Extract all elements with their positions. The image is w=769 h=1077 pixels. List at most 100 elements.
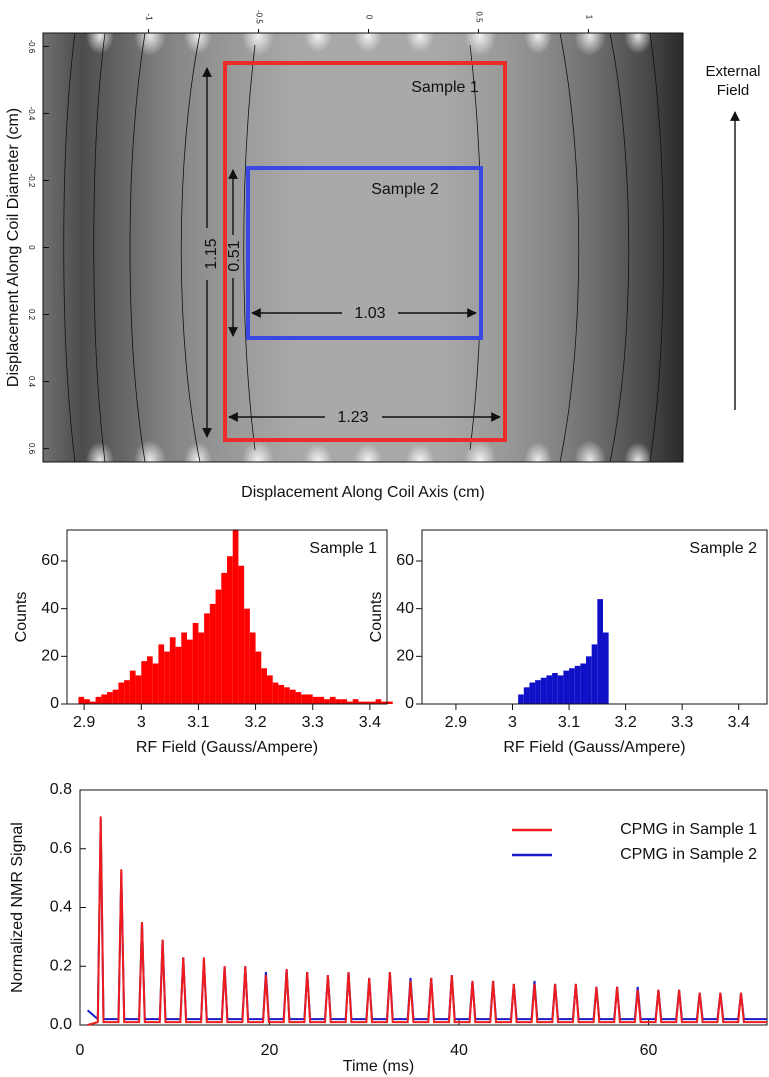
histogram-bar [204, 613, 210, 704]
histogram-bar [569, 668, 575, 704]
histogram-bar [89, 701, 96, 704]
y-tick-label: 40 [41, 600, 59, 617]
histogram-bar [227, 556, 233, 704]
histogram-bar [84, 699, 90, 704]
histogram-bar [147, 656, 153, 704]
histogram-bar [135, 675, 142, 704]
annotation: 1.15 [203, 238, 220, 269]
histogram-bar [215, 589, 222, 704]
histogram-bar [324, 699, 330, 704]
y-axis-label: Normalized NMR Signal [9, 822, 26, 993]
x-tick-label: 3.2 [614, 714, 636, 731]
sample-boxes [223, 61, 507, 442]
histogram-bar [352, 699, 359, 704]
histogram-bar [301, 694, 307, 704]
dimension-arrows [202, 67, 740, 438]
x-axis-label: RF Field (Gauss/Ampere) [136, 739, 318, 756]
histogram-bar [318, 696, 325, 704]
histogram-bar [192, 622, 199, 704]
histogram-bar [249, 632, 256, 704]
histogram-bar [164, 651, 170, 704]
plot-frame [421, 529, 768, 705]
histogram-bar [221, 572, 227, 704]
x-tick-label: 3.4 [359, 714, 381, 731]
histogram-bar [358, 701, 365, 704]
y-tick-label: 0.6 [27, 443, 36, 455]
y-tick-label: 0.2 [50, 957, 72, 974]
histogram-bar [364, 701, 370, 704]
x-tick-label: 20 [261, 1042, 279, 1059]
histogram-bar [152, 663, 159, 704]
histogram-bar [586, 656, 592, 704]
x-tick-label: 0 [76, 1042, 85, 1059]
annotation: 0.51 [226, 240, 243, 271]
histogram-bar [169, 637, 176, 704]
x-tick-label: 3.1 [187, 714, 209, 731]
x-tick-label: 3.4 [728, 714, 750, 731]
histogram-bar [387, 701, 393, 704]
y-tick-label: 40 [396, 600, 414, 617]
y-tick-label: 60 [396, 552, 414, 569]
histogram-bar [255, 651, 262, 704]
signal-line [87, 816, 767, 1026]
histogram-bar [278, 684, 285, 704]
x-axis-label: RF Field (Gauss/Ampere) [503, 739, 685, 756]
legend-label: CPMG in Sample 1 [620, 821, 757, 838]
x-tick-label: -1 [144, 13, 153, 21]
histogram-bar [329, 696, 336, 704]
histogram-bar [540, 677, 547, 704]
histogram-bar [563, 670, 570, 704]
histogram-bar [175, 646, 182, 704]
histogram-bar [375, 699, 382, 704]
histogram-bar [158, 644, 165, 704]
histogram-bar [238, 565, 245, 704]
x-tick-label: 0 [364, 15, 373, 20]
y-axis-label: Counts [368, 592, 385, 643]
field-map [43, 33, 683, 462]
y-tick-label: -0.6 [27, 40, 36, 54]
histogram-bar [335, 699, 342, 704]
y-tick-label: 0 [405, 695, 414, 712]
histogram-bar [198, 632, 205, 704]
x-axis-label: Time (ms) [343, 1058, 414, 1075]
x-tick-label: -0.5 [254, 10, 263, 24]
y-tick-label: -0.4 [27, 107, 36, 121]
histogram-bar [101, 694, 107, 704]
histogram-bar [518, 694, 524, 704]
histogram-bar [347, 701, 353, 704]
plot-frame [66, 529, 388, 705]
histogram-bar [112, 689, 119, 704]
x-tick-label: 3 [137, 714, 146, 731]
x-tick-label: 40 [450, 1042, 468, 1059]
histogram-bar [523, 687, 530, 704]
y-tick-label: 0.6 [50, 840, 72, 857]
y-tick-label: 0 [27, 245, 36, 250]
y-tick-label: 0 [50, 695, 59, 712]
histogram-bar [591, 644, 598, 704]
y-tick-label: 0.2 [27, 309, 36, 321]
y-tick-label: 60 [41, 552, 59, 569]
histogram-bar [546, 675, 553, 704]
legend-label: CPMG in Sample 2 [620, 846, 757, 863]
y-tick-label: 0.4 [50, 899, 72, 916]
chart-title: Sample 2 [689, 540, 757, 557]
y-tick-label: -0.2 [27, 174, 36, 188]
annotation: 1.23 [337, 409, 368, 426]
histogram-bar [261, 668, 267, 704]
histogram-bar [552, 673, 558, 704]
y-axis-label: Counts [13, 592, 30, 643]
x-tick-label: 2.9 [445, 714, 467, 731]
histogram-bar [209, 603, 216, 704]
histogram-bar [295, 692, 302, 704]
histogram-bar [557, 675, 564, 704]
histogram-bar [141, 661, 147, 704]
histogram-bar [341, 699, 347, 704]
histogram-bar [78, 696, 85, 704]
annotation: Sample 1 [411, 79, 479, 96]
histogram-bar [369, 701, 376, 704]
y-tick-label: 0.0 [50, 1016, 72, 1033]
x-tick-label: 2.9 [73, 714, 95, 731]
histogram-bar [535, 680, 541, 704]
